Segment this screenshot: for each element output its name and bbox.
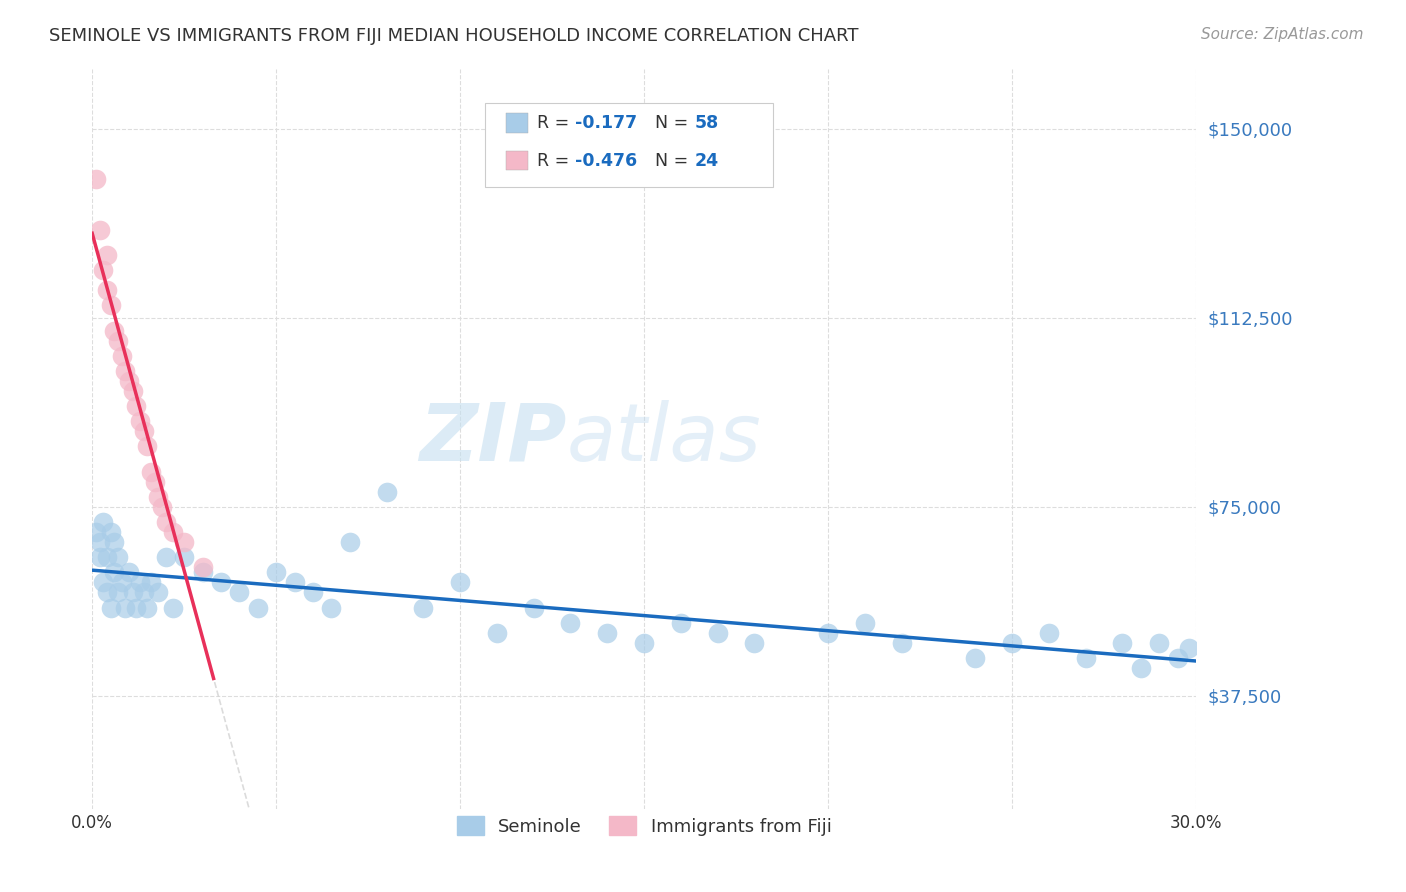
Point <box>853 615 876 630</box>
Point <box>965 651 987 665</box>
Point <box>89 535 111 549</box>
Point <box>321 600 343 615</box>
Point <box>110 575 132 590</box>
Point <box>107 550 129 565</box>
Point <box>633 636 655 650</box>
Point <box>264 566 287 580</box>
Point <box>84 524 107 539</box>
Point <box>121 384 143 398</box>
Point <box>375 484 398 499</box>
Point <box>485 625 508 640</box>
Point <box>132 585 155 599</box>
Point <box>155 550 177 565</box>
Point <box>744 636 766 650</box>
Point <box>412 600 434 615</box>
Point <box>706 625 728 640</box>
Point <box>96 585 118 599</box>
Point <box>110 349 132 363</box>
Point <box>107 334 129 348</box>
Point <box>162 524 184 539</box>
Point <box>560 615 582 630</box>
Point <box>1001 636 1024 650</box>
Point <box>1129 661 1152 675</box>
Point <box>283 575 305 590</box>
Point <box>84 172 107 186</box>
Point <box>136 600 159 615</box>
Point <box>89 550 111 565</box>
Point <box>129 414 152 428</box>
Point <box>817 625 839 640</box>
Point <box>150 500 173 514</box>
Point <box>1074 651 1097 665</box>
Point <box>191 560 214 574</box>
Text: 24: 24 <box>695 152 718 169</box>
Point <box>96 550 118 565</box>
Text: -0.476: -0.476 <box>575 152 637 169</box>
Point <box>155 515 177 529</box>
Point <box>449 575 471 590</box>
Point <box>136 439 159 453</box>
Text: atlas: atlas <box>567 400 762 478</box>
Text: N =: N = <box>644 152 693 169</box>
Point <box>596 625 619 640</box>
Point <box>191 566 214 580</box>
Point <box>1167 651 1189 665</box>
Point <box>139 465 162 479</box>
Point <box>91 515 114 529</box>
Point <box>246 600 269 615</box>
Point <box>173 535 195 549</box>
Point <box>1038 625 1060 640</box>
Text: N =: N = <box>644 114 693 132</box>
Point <box>1177 640 1199 655</box>
Point <box>100 600 122 615</box>
Point <box>173 550 195 565</box>
Point <box>148 490 170 504</box>
Point <box>162 600 184 615</box>
Point <box>143 475 166 489</box>
Text: ZIP: ZIP <box>419 400 567 478</box>
Point <box>114 600 136 615</box>
Point <box>91 575 114 590</box>
Legend: Seminole, Immigrants from Fiji: Seminole, Immigrants from Fiji <box>447 807 841 845</box>
Text: 58: 58 <box>695 114 718 132</box>
Point <box>96 248 118 262</box>
Point <box>103 535 125 549</box>
Point <box>96 283 118 297</box>
Text: R =: R = <box>537 114 575 132</box>
Point <box>523 600 546 615</box>
Text: R =: R = <box>537 152 575 169</box>
Point <box>91 263 114 277</box>
Point <box>125 399 148 413</box>
Point <box>1111 636 1133 650</box>
Point <box>209 575 232 590</box>
Point <box>118 566 141 580</box>
Point <box>89 223 111 237</box>
Point <box>121 585 143 599</box>
Point <box>125 600 148 615</box>
Point <box>107 585 129 599</box>
Text: Source: ZipAtlas.com: Source: ZipAtlas.com <box>1201 27 1364 42</box>
Text: SEMINOLE VS IMMIGRANTS FROM FIJI MEDIAN HOUSEHOLD INCOME CORRELATION CHART: SEMINOLE VS IMMIGRANTS FROM FIJI MEDIAN … <box>49 27 859 45</box>
Point <box>114 364 136 378</box>
Text: -0.177: -0.177 <box>575 114 637 132</box>
Point <box>302 585 325 599</box>
Point <box>103 566 125 580</box>
Point <box>669 615 692 630</box>
Point <box>890 636 912 650</box>
Point <box>103 324 125 338</box>
Point <box>148 585 170 599</box>
Point <box>100 298 122 312</box>
Point <box>139 575 162 590</box>
Point <box>1147 636 1170 650</box>
Point <box>228 585 250 599</box>
Point <box>129 575 152 590</box>
Point <box>100 524 122 539</box>
Point <box>339 535 361 549</box>
Point <box>132 424 155 438</box>
Point <box>118 374 141 388</box>
